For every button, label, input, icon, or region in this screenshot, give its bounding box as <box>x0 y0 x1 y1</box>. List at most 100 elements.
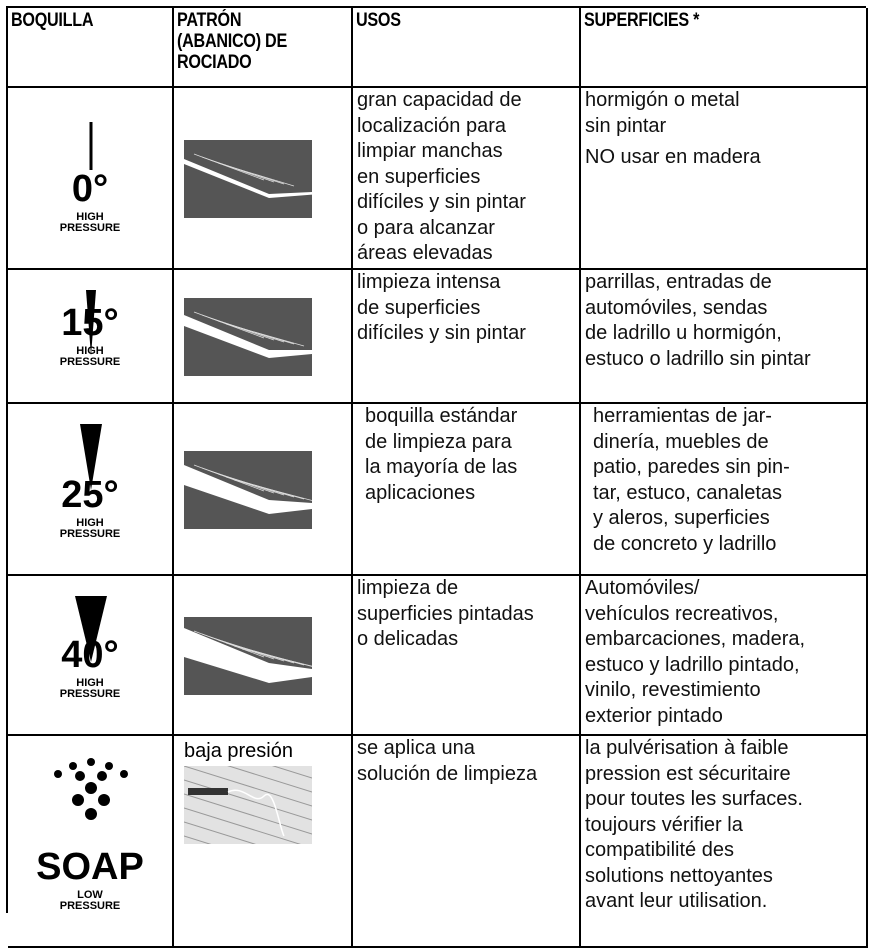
illustration <box>80 424 102 490</box>
paragraph: herramientas de jar-dinería, muebles de p… <box>593 404 862 557</box>
header-cell: SUPERFICIES * <box>581 8 868 88</box>
text-line: aplicaciones <box>365 481 476 504</box>
text-line: boquilla estándar <box>365 405 518 427</box>
text-line: se aplica una <box>357 737 475 759</box>
text-line: embarcaciones, madera, <box>585 628 806 650</box>
paragraph: NO usar en madera <box>585 145 862 171</box>
illustration <box>184 766 312 844</box>
text-line: vehículos recreativos, <box>585 602 779 625</box>
text-line: herramientas de jar- <box>593 405 772 427</box>
uses-cell: gran capacidad de localización para limpia… <box>353 88 581 270</box>
pattern-cell: baja presión <box>174 736 353 948</box>
text-line: localización para <box>357 114 506 137</box>
nozzle-cell: SOAP LOW PRESSURE <box>8 736 174 948</box>
paragraph: la pulvérisation à faible pression est sé… <box>585 736 862 915</box>
paragraph: gran capacidad de localización para limpia… <box>357 88 575 267</box>
pattern-cell <box>174 404 353 576</box>
text-line: la pulvérisation à faible <box>585 737 789 759</box>
text-line: avant leur utilisation. <box>585 890 768 912</box>
text-line: solución de limpieza <box>357 762 538 785</box>
text-line: en superficies <box>357 165 481 188</box>
surfaces-cell: hormigón o metal sin pintar NO usar en mad… <box>581 88 868 270</box>
illustration <box>75 596 107 662</box>
surfaces-cell: parrillas, entradas de automóviles, senda… <box>581 270 868 404</box>
text-line: de superficies <box>357 296 481 319</box>
illustration <box>184 298 312 376</box>
pattern-cell <box>174 88 353 270</box>
nozzle-table: BOQUILLA PATRÓN (ABANICO) DE ROCIADO USOS SUP… <box>6 6 868 948</box>
header-text: ROCIADO <box>177 52 252 73</box>
text-line: parrillas, entradas de <box>585 271 772 293</box>
paragraph: hormigón o metal sin pintar <box>585 88 862 139</box>
text-line: limpiar manchas <box>357 140 503 162</box>
nozzle-pressure: HIGH <box>76 211 104 223</box>
header-text: BOQUILLA <box>11 10 94 31</box>
header-text: USOS <box>356 10 401 31</box>
nozzle-cell: 25° HIGH PRESSURE <box>8 404 174 576</box>
text-line: hormigón o metal <box>585 89 740 111</box>
header-cell: PATRÓN (ABANICO) DE ROCIADO <box>174 8 353 88</box>
text-line: sin pintar <box>585 114 667 137</box>
surfaces-cell: herramientas de jar-dinería, muebles de p… <box>581 404 868 576</box>
nozzle-cell: 15° HIGH PRESSURE <box>8 270 174 404</box>
nozzle-pressure: HIGH <box>76 517 104 529</box>
text-line: limpieza de <box>357 577 459 599</box>
text-line: compatibilité des <box>585 839 734 861</box>
text-line: patio, paredes sin pin- <box>593 456 790 478</box>
header-cell: USOS <box>353 8 581 88</box>
text-line: pour toutes les surfaces. <box>585 788 803 810</box>
text-line: vinilo, revestimiento <box>585 679 761 701</box>
header-text: PATRÓN <box>177 10 242 31</box>
text-line: dinería, muebles de <box>593 430 769 453</box>
header-cell: BOQUILLA <box>8 8 174 88</box>
uses-cell: se aplica una solución de limpieza <box>353 736 581 948</box>
nozzle-pressure: LOW <box>77 889 103 901</box>
pattern-label: baja presión <box>184 740 293 762</box>
nozzle-pressure: PRESSURE <box>59 900 121 912</box>
nozzle-pressure: PRESSURE <box>59 356 121 368</box>
text-line: gran capacidad de <box>357 89 522 111</box>
nozzle-cell: 40° HIGH PRESSURE <box>8 576 174 736</box>
text-line: estuco o ladrillo sin pintar <box>585 347 811 370</box>
nozzle-angle: 40° <box>61 634 119 676</box>
nozzle-cell: 0° HIGH PRESSURE <box>8 88 174 270</box>
nozzle-angle: SOAP <box>36 846 144 888</box>
header-text: SUPERFICIES * <box>584 10 700 31</box>
surfaces-cell: la pulvérisation à faible pression est sé… <box>581 736 868 948</box>
nozzle-angle: 15° <box>61 302 119 344</box>
text-line: Automóviles/ <box>585 577 700 599</box>
text-line: de limpieza para <box>365 430 512 453</box>
nozzle-pressure: PRESSURE <box>59 222 121 234</box>
nozzle-angle: 25° <box>61 474 119 516</box>
paragraph: limpieza de superficies pintadas o delicad… <box>357 576 575 653</box>
illustration <box>184 140 312 218</box>
nozzle-angle: 0° <box>71 168 109 210</box>
text-line: o delicadas <box>357 628 459 650</box>
text-line: tar, estuco, canaletas <box>593 481 783 504</box>
text-line: de ladrillo u hormigón, <box>585 322 782 344</box>
uses-cell: limpieza intensa de superficies difíciles … <box>353 270 581 404</box>
text-line: estuco y ladrillo pintado, <box>585 653 800 676</box>
text-line: exterior pintado <box>585 704 723 727</box>
paragraph: boquilla estándar de limpieza para la mayo… <box>365 404 575 506</box>
illustration <box>184 617 312 695</box>
text-line: difíciles y sin pintar <box>357 322 526 344</box>
text-line: toujours vérifier la <box>585 813 743 836</box>
paragraph: parrillas, entradas de automóviles, senda… <box>585 270 862 372</box>
uses-cell: limpieza de superficies pintadas o delicad… <box>353 576 581 736</box>
text-line: de concreto y ladrillo <box>593 532 777 555</box>
text-line: solutions nettoyantes <box>585 864 773 887</box>
text-line: automóviles, sendas <box>585 296 768 319</box>
illustration <box>86 290 96 356</box>
text-line: áreas elevadas <box>357 242 493 264</box>
illustration <box>89 122 93 170</box>
surfaces-cell: Automóviles/vehículos recreativos, embarc… <box>581 576 868 736</box>
pattern-cell <box>174 270 353 404</box>
paragraph: se aplica una solución de limpieza <box>357 736 575 787</box>
pattern-cell <box>174 576 353 736</box>
paragraph: limpieza intensa de superficies difíciles … <box>357 270 575 347</box>
illustration <box>54 758 128 820</box>
nozzle-pressure: HIGH <box>76 677 104 689</box>
header-text: (ABANICO) DE <box>177 31 287 52</box>
text-line: la mayoría de las <box>365 456 518 478</box>
